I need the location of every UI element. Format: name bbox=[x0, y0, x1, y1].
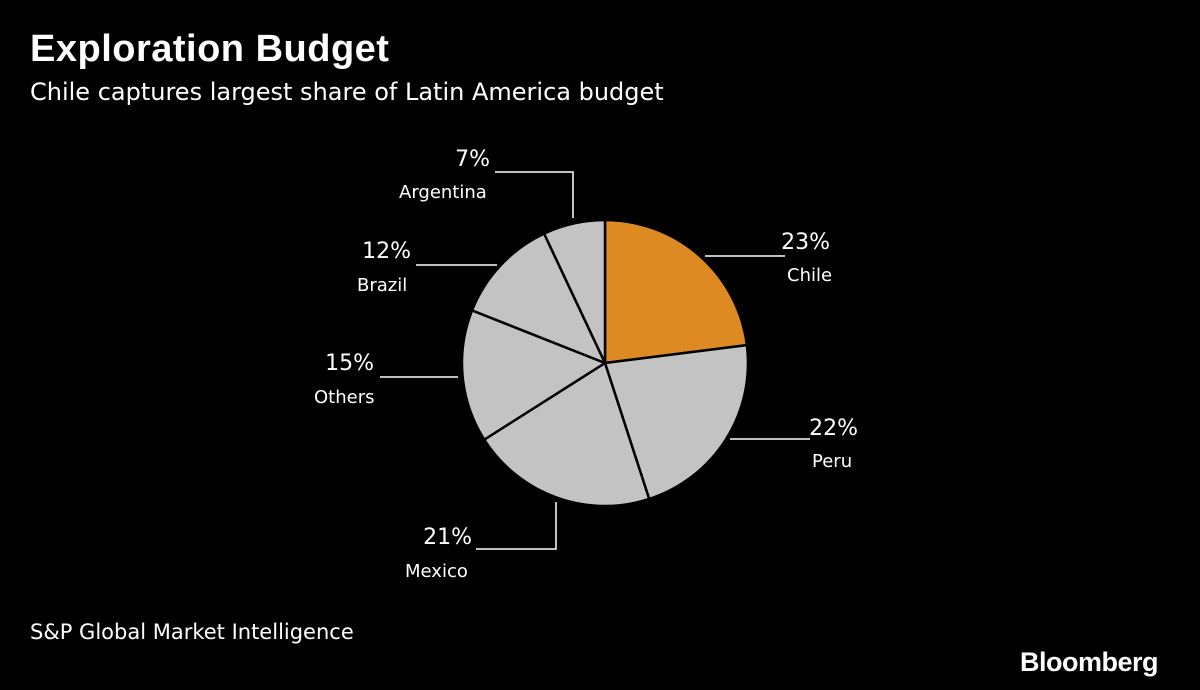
leader-line-argentina bbox=[495, 171, 574, 218]
bloomberg-logo: Bloomberg bbox=[1019, 647, 1159, 677]
data-label-others-percent: 15% bbox=[325, 351, 374, 376]
pie-slice-brazil bbox=[470, 232, 607, 365]
data-label-mexico-percent: 21% bbox=[423, 525, 472, 550]
chart-title: Exploration Budget bbox=[30, 28, 390, 70]
pie-slice-chile bbox=[603, 218, 749, 365]
data-label-peru-percent: 22% bbox=[809, 416, 858, 441]
chart-subtitle: Chile captures largest share of Latin Am… bbox=[30, 78, 664, 106]
data-label-brazil-percent: 12% bbox=[362, 239, 411, 264]
source-note: S&P Global Market Intelligence bbox=[30, 620, 354, 644]
data-label-argentina-name: Argentina bbox=[399, 182, 487, 203]
data-label-chile-percent: 23% bbox=[781, 230, 830, 255]
data-label-chile-name: Chile bbox=[787, 265, 832, 286]
data-label-others-name: Others bbox=[314, 387, 375, 408]
pie-slice-peru bbox=[603, 343, 750, 501]
pie-slices bbox=[460, 218, 750, 508]
pie-slice-others bbox=[460, 309, 607, 441]
data-label-brazil-name: Brazil bbox=[357, 275, 407, 296]
data-label-mexico-name: Mexico bbox=[405, 561, 468, 582]
slice-labels: 23% Chile 22% Peru 21% Mexico 15% Others 12% Braz… bbox=[314, 147, 858, 582]
data-label-argentina-percent: 7% bbox=[455, 147, 490, 172]
pie-slice-argentina bbox=[542, 218, 607, 365]
pie-slice-mexico bbox=[483, 361, 651, 508]
data-label-peru-name: Peru bbox=[812, 451, 852, 472]
leader-line-mexico bbox=[476, 502, 557, 550]
leader-lines bbox=[380, 171, 810, 550]
